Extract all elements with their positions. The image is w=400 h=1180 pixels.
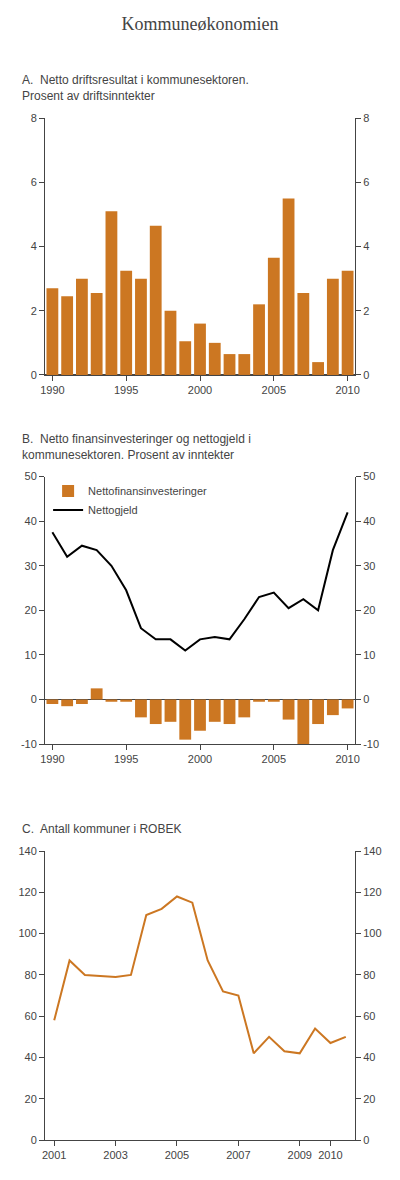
svg-text:120: 120	[363, 886, 381, 898]
svg-text:100: 100	[18, 927, 36, 939]
svg-text:1995: 1995	[114, 753, 138, 765]
svg-text:2010: 2010	[335, 753, 359, 765]
svg-text:2000: 2000	[188, 384, 212, 396]
svg-text:2001: 2001	[42, 1149, 66, 1161]
svg-text:2005: 2005	[262, 753, 286, 765]
svg-text:40: 40	[363, 515, 375, 527]
svg-text:20: 20	[363, 604, 375, 616]
svg-text:80: 80	[25, 969, 37, 981]
svg-text:1990: 1990	[40, 384, 64, 396]
svg-text:0: 0	[363, 693, 369, 705]
svg-text:1990: 1990	[40, 753, 64, 765]
svg-text:2005: 2005	[262, 384, 286, 396]
svg-text:1995: 1995	[114, 384, 138, 396]
svg-text:8: 8	[363, 112, 369, 124]
svg-text:2010: 2010	[335, 384, 359, 396]
svg-text:60: 60	[363, 1010, 375, 1022]
svg-text:10: 10	[363, 649, 375, 661]
svg-text:0: 0	[31, 369, 37, 381]
svg-text:4: 4	[31, 240, 37, 252]
svg-text:6: 6	[31, 176, 37, 188]
svg-text:A. Netto driftsresultat i kom: A. Netto driftsresultat i kommunesektore…	[22, 73, 249, 103]
svg-text:2: 2	[363, 305, 369, 317]
svg-text:50: 50	[25, 470, 37, 482]
svg-text:30: 30	[25, 560, 37, 572]
svg-text:40: 40	[25, 1051, 37, 1063]
svg-text:60: 60	[25, 1010, 37, 1022]
svg-text:8: 8	[31, 112, 37, 124]
svg-text:-10: -10	[21, 738, 37, 750]
svg-text:0: 0	[31, 1134, 37, 1146]
svg-text:6: 6	[363, 176, 369, 188]
svg-text:2000: 2000	[188, 753, 212, 765]
svg-text:2003: 2003	[103, 1149, 127, 1161]
svg-text:0: 0	[363, 369, 369, 381]
svg-text:Nettofinansinvesteringer: Nettofinansinvesteringer	[88, 485, 207, 497]
svg-text:20: 20	[25, 1093, 37, 1105]
svg-text:10: 10	[25, 649, 37, 661]
svg-text:20: 20	[363, 1093, 375, 1105]
svg-text:-10: -10	[363, 738, 379, 750]
svg-text:Kommuneøkonomien: Kommuneøkonomien	[122, 14, 279, 34]
svg-text:140: 140	[18, 845, 36, 857]
svg-text:120: 120	[18, 886, 36, 898]
svg-text:Nettogjeld: Nettogjeld	[88, 504, 138, 516]
svg-text:20: 20	[25, 604, 37, 616]
svg-text:B. Netto finansinvesteringer: B. Netto finansinvesteringer og nettogje…	[22, 432, 251, 462]
svg-text:2005: 2005	[165, 1149, 189, 1161]
svg-text:2009: 2009	[288, 1149, 312, 1161]
svg-text:2007: 2007	[226, 1149, 250, 1161]
svg-text:40: 40	[363, 1051, 375, 1063]
svg-text:100: 100	[363, 927, 381, 939]
svg-text:2: 2	[31, 305, 37, 317]
svg-text:4: 4	[363, 240, 369, 252]
svg-text:2010: 2010	[318, 1149, 342, 1161]
svg-text:140: 140	[363, 845, 381, 857]
svg-text:50: 50	[363, 470, 375, 482]
svg-text:C. Antall kommuner i ROBEK: C. Antall kommuner i ROBEK	[22, 822, 181, 836]
svg-text:0: 0	[31, 693, 37, 705]
svg-text:80: 80	[363, 969, 375, 981]
svg-text:30: 30	[363, 560, 375, 572]
svg-text:0: 0	[363, 1134, 369, 1146]
svg-text:40: 40	[25, 515, 37, 527]
